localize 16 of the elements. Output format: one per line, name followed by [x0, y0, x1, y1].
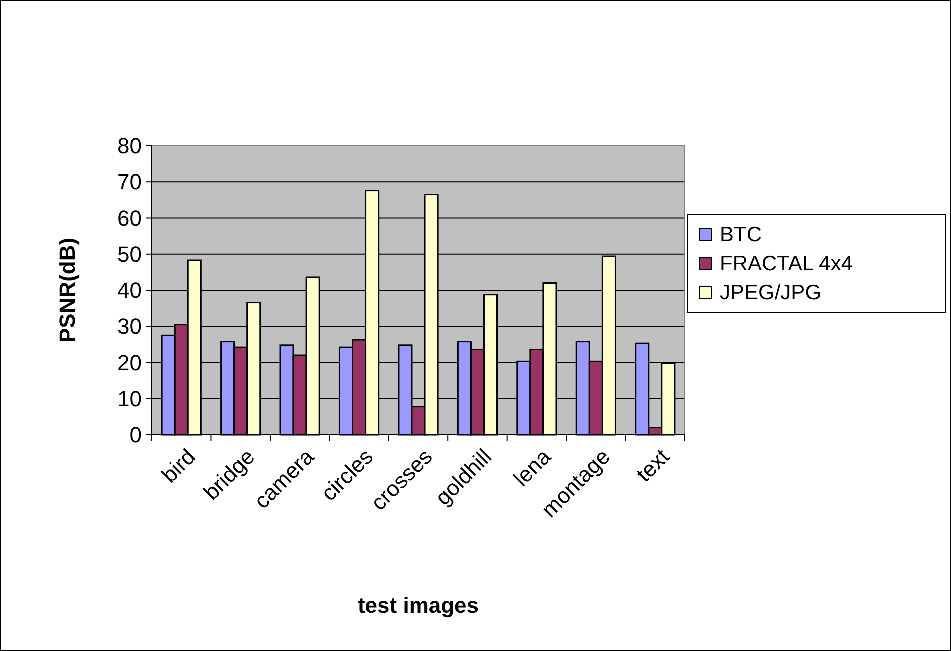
y-tick-label: 10 [118, 386, 142, 412]
y-tick-label: 80 [118, 134, 142, 158]
y-tick-label: 60 [118, 206, 142, 231]
y-tick-label: 30 [118, 314, 142, 340]
y-axis-title: PSNR(dB) [55, 238, 80, 344]
x-tick-label: text [631, 444, 674, 487]
y-tick-label: 0 [130, 422, 142, 448]
y-tick-label: 20 [118, 350, 142, 376]
x-tick-label: bird [156, 444, 200, 488]
y-tick-label: 70 [118, 170, 142, 195]
x-axis-title: test images [358, 593, 480, 618]
legend-label: FRACTAL 4x4 [720, 252, 854, 276]
y-tick-label: 40 [118, 278, 142, 303]
legend-label: BTC [720, 224, 762, 246]
legend-label: JPEG/JPG [720, 282, 822, 304]
y-tick-label: 50 [118, 242, 142, 267]
